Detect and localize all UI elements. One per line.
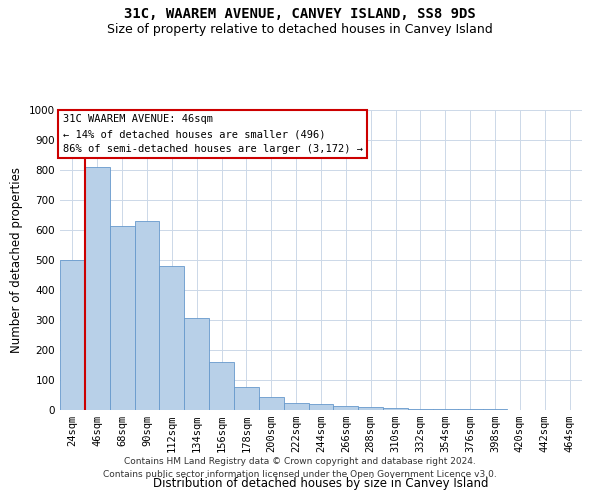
Bar: [60, 260, 85, 410]
Y-axis label: Number of detached properties: Number of detached properties: [10, 167, 23, 353]
Bar: [408, 408, 433, 410]
Text: Distribution of detached houses by size in Canvey Island: Distribution of detached houses by size …: [153, 477, 489, 490]
Bar: [284, 404, 308, 410]
Bar: [308, 404, 334, 410]
Bar: [433, 409, 458, 410]
Bar: [184, 318, 209, 410]
Bar: [110, 226, 134, 410]
Bar: [358, 407, 383, 410]
Bar: [259, 398, 284, 410]
Text: Size of property relative to detached houses in Canvey Island: Size of property relative to detached ho…: [107, 22, 493, 36]
Bar: [160, 266, 184, 410]
Bar: [334, 406, 358, 410]
Bar: [209, 362, 234, 410]
Bar: [134, 221, 160, 410]
Text: Contains HM Land Registry data © Crown copyright and database right 2024.
Contai: Contains HM Land Registry data © Crown c…: [103, 458, 497, 479]
Bar: [458, 409, 482, 410]
Bar: [234, 386, 259, 410]
Text: 31C, WAAREM AVENUE, CANVEY ISLAND, SS8 9DS: 31C, WAAREM AVENUE, CANVEY ISLAND, SS8 9…: [124, 8, 476, 22]
Bar: [85, 167, 110, 410]
Text: 31C WAAREM AVENUE: 46sqm
← 14% of detached houses are smaller (496)
86% of semi-: 31C WAAREM AVENUE: 46sqm ← 14% of detach…: [62, 114, 362, 154]
Bar: [383, 408, 408, 410]
